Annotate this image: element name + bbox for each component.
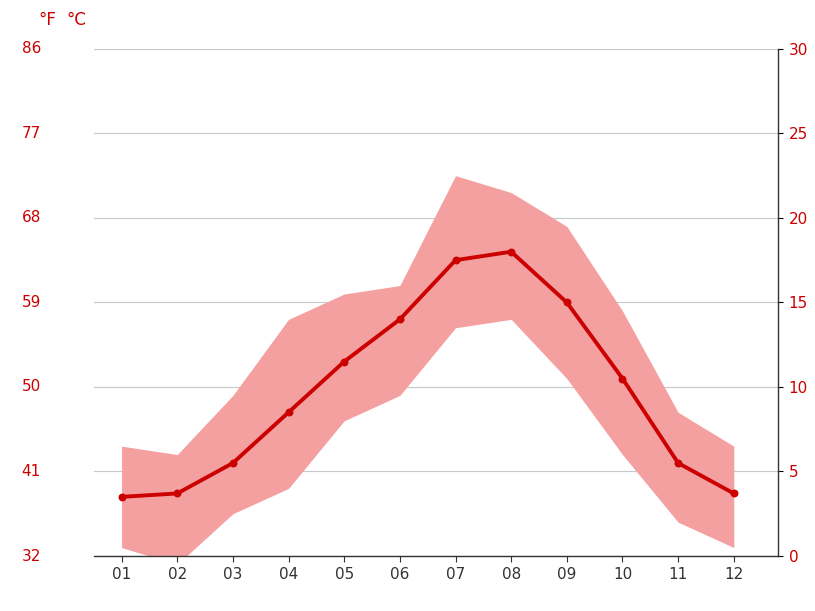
Point <box>337 357 350 367</box>
Point <box>504 247 518 257</box>
Text: 68: 68 <box>21 210 41 225</box>
Point <box>282 408 295 417</box>
Text: 50: 50 <box>22 379 41 395</box>
Text: °F: °F <box>38 10 56 29</box>
Point <box>672 458 685 468</box>
Point <box>227 458 240 468</box>
Point <box>394 315 407 324</box>
Text: 77: 77 <box>22 126 41 141</box>
Point <box>560 298 573 307</box>
Text: 59: 59 <box>21 295 41 310</box>
Text: °C: °C <box>67 10 86 29</box>
Text: 41: 41 <box>22 464 41 479</box>
Point <box>727 489 740 499</box>
Point <box>616 374 629 384</box>
Point <box>115 492 128 502</box>
Point <box>449 255 462 265</box>
Point <box>170 489 183 499</box>
Text: 32: 32 <box>21 549 41 563</box>
Text: 86: 86 <box>21 42 41 56</box>
